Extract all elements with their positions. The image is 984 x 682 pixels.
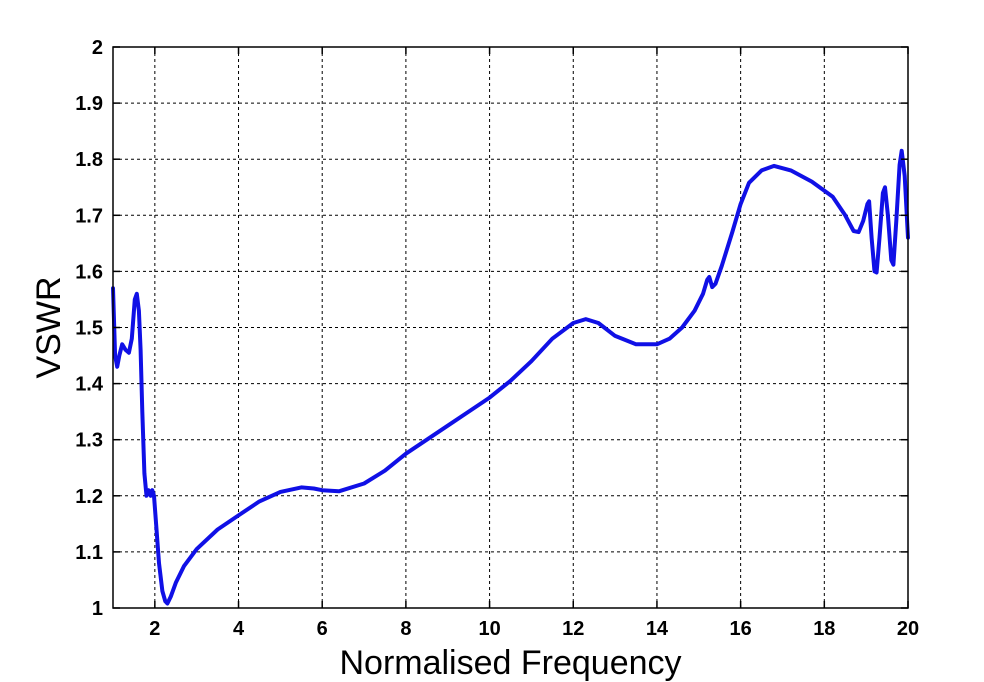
x-tick-label: 18 <box>813 618 835 640</box>
y-tick-label: 1 <box>92 598 103 620</box>
x-tick-label: 6 <box>317 618 328 640</box>
x-tick-label: 20 <box>897 618 919 640</box>
y-tick-label: 1.5 <box>75 318 103 340</box>
x-tick-label: 12 <box>562 618 584 640</box>
data-layer <box>111 148 910 606</box>
y-tick-label: 1.7 <box>75 205 103 227</box>
y-tick-label: 1.9 <box>75 93 103 115</box>
x-tick-label: 2 <box>149 618 160 640</box>
y-tick-label: 1.2 <box>75 486 103 508</box>
y-tick-label: 1.3 <box>75 430 103 452</box>
x-tick-labels: 2 4 6 8 10 12 14 16 18 20 <box>149 618 919 640</box>
y-axis-title: VSWR <box>30 277 68 379</box>
y-tick-label: 2 <box>92 37 103 59</box>
y-tick-label: 1.4 <box>75 374 104 396</box>
x-tick-label: 14 <box>646 618 669 640</box>
tick-marks <box>113 46 909 609</box>
x-tick-label: 16 <box>730 618 752 640</box>
grid <box>113 47 908 608</box>
y-tick-label: 1.1 <box>75 542 103 564</box>
y-tick-label: 1.6 <box>75 261 103 283</box>
series-line <box>111 148 910 606</box>
y-tick-labels: 1 1.1 1.2 1.3 1.4 1.5 1.6 1.7 1.8 1.9 2 <box>75 37 104 620</box>
x-tick-label: 8 <box>400 618 411 640</box>
y-tick-label: 1.8 <box>75 149 103 171</box>
x-axis-title: Normalised Frequency <box>339 644 681 682</box>
x-tick-label: 4 <box>233 618 245 640</box>
x-tick-label: 10 <box>478 618 500 640</box>
